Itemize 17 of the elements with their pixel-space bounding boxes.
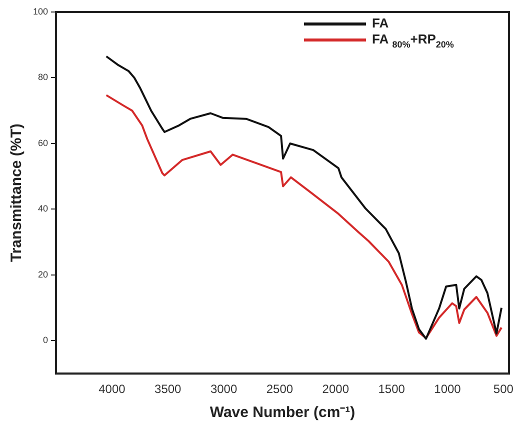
x-axis-title: Wave Number (cm⁻¹) — [210, 404, 356, 422]
y-tick-label: 60 — [38, 138, 48, 148]
x-tick-label: 2500 — [266, 382, 294, 396]
y-tick-label: 20 — [38, 269, 48, 280]
x-tick-label: 4000 — [98, 382, 126, 396]
x-tick-label: 3500 — [154, 382, 182, 396]
y-tick-label: 100 — [32, 6, 48, 16]
x-tick-label: 1500 — [378, 382, 406, 396]
x-tick-label: 3000 — [210, 382, 238, 396]
y-axis-title: Transmittance (%T) — [8, 124, 26, 262]
y-tick-label: 0 — [43, 335, 48, 346]
x-tick-label: 2000 — [322, 382, 350, 396]
legend-label: FA — [372, 16, 390, 31]
y-tick-label: 40 — [38, 204, 48, 214]
y-tick-label: 80 — [38, 72, 48, 82]
x-tick-label: 1000 — [434, 382, 462, 396]
x-tick-label: 500 — [493, 382, 514, 396]
